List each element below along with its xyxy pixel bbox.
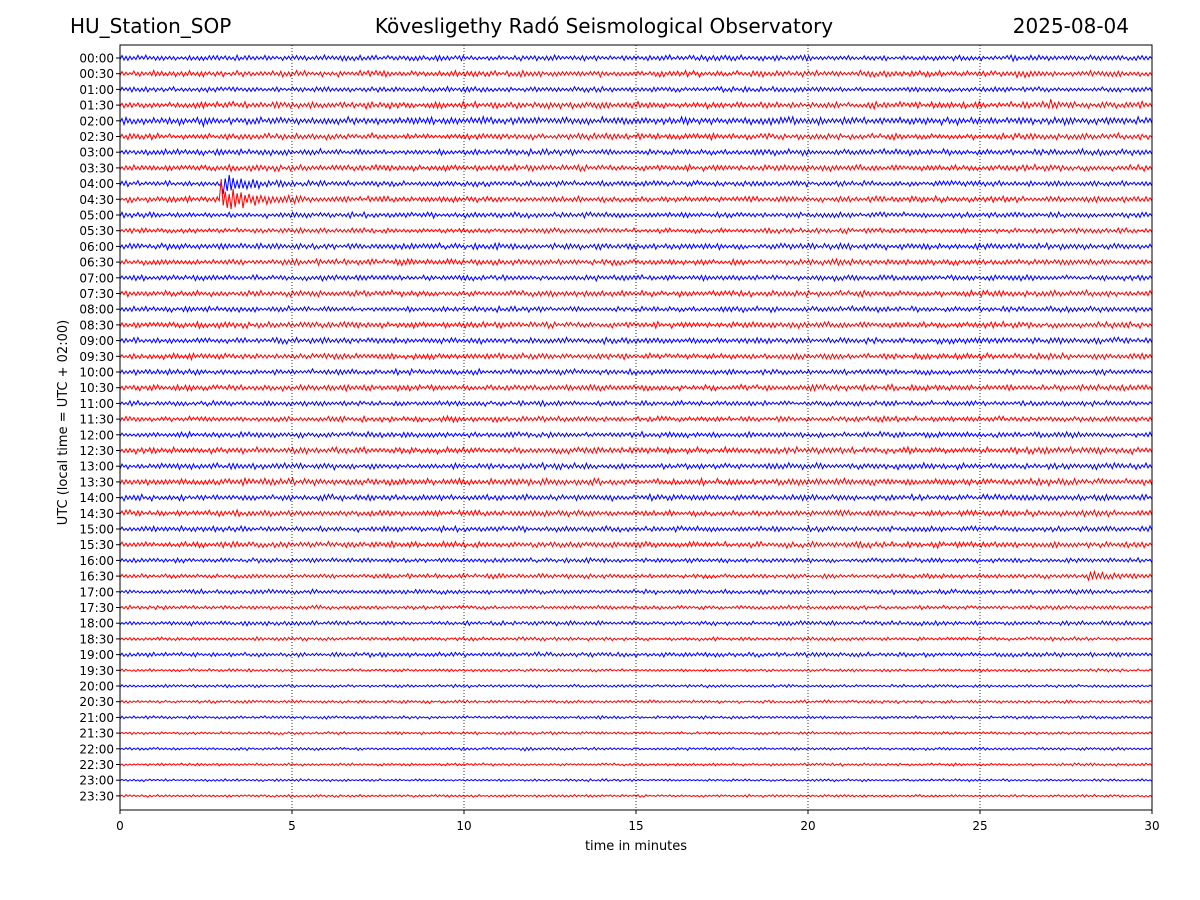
y-tick-label: 16:30 xyxy=(79,570,114,584)
y-tick-label: 20:00 xyxy=(79,680,114,694)
y-tick-label: 03:00 xyxy=(79,146,114,160)
trace-0730 xyxy=(119,288,1153,299)
y-tick-label: 05:00 xyxy=(79,209,114,223)
y-tick-label: 22:00 xyxy=(79,742,114,756)
trace-2000 xyxy=(119,683,1153,689)
y-tick-label: 15:30 xyxy=(79,538,114,552)
trace-0130 xyxy=(119,99,1153,111)
trace-1200 xyxy=(119,430,1153,439)
y-tick-label: 19:00 xyxy=(79,648,114,662)
trace-1000 xyxy=(119,367,1153,377)
trace-1630 xyxy=(119,569,1153,582)
y-tick-label: 12:00 xyxy=(79,428,114,442)
y-tick-label: 04:30 xyxy=(79,193,114,207)
y-tick-label: 23:30 xyxy=(79,789,114,803)
x-tick-label: 30 xyxy=(1144,819,1159,833)
y-tick-label: 03:30 xyxy=(79,161,114,175)
trace-0230 xyxy=(119,131,1153,142)
y-tick-label: 01:00 xyxy=(79,83,114,97)
y-tick-label: 15:00 xyxy=(79,523,114,537)
trace-2200 xyxy=(119,746,1153,752)
trace-0200 xyxy=(119,114,1153,129)
y-tick-label: 17:30 xyxy=(79,601,114,615)
y-tick-label: 12:30 xyxy=(79,444,114,458)
trace-1600 xyxy=(119,556,1153,565)
y-tick-label: 14:30 xyxy=(79,507,114,521)
y-tick-label: 21:30 xyxy=(79,727,114,741)
y-tick-label: 07:30 xyxy=(79,287,114,301)
x-axis-label: time in minutes xyxy=(585,839,687,854)
x-tick-label: 25 xyxy=(972,819,987,833)
y-tick-label: 09:30 xyxy=(79,350,114,364)
trace-0300 xyxy=(119,147,1153,157)
x-tick-label: 20 xyxy=(800,819,815,833)
y-tick-label: 11:00 xyxy=(79,397,114,411)
trace-0330 xyxy=(119,163,1153,173)
y-tick-label: 04:00 xyxy=(79,177,114,191)
y-tick-label: 09:00 xyxy=(79,334,114,348)
trace-0700 xyxy=(119,273,1153,283)
y-tick-label: 08:30 xyxy=(79,318,114,332)
y-tick-label: 18:30 xyxy=(79,632,114,646)
y-tick-label: 13:30 xyxy=(79,475,114,489)
y-tick-label: 19:30 xyxy=(79,664,114,678)
y-tick-label: 17:00 xyxy=(79,585,114,599)
y-tick-label: 07:00 xyxy=(79,271,114,285)
y-tick-label: 06:00 xyxy=(79,240,114,254)
y-tick-label: 11:30 xyxy=(79,413,114,427)
trace-2130 xyxy=(119,730,1153,736)
y-tick-label: 21:00 xyxy=(79,711,114,725)
y-tick-label: 10:00 xyxy=(79,366,114,380)
y-tick-label: 16:00 xyxy=(79,554,114,568)
trace-0530 xyxy=(119,226,1153,235)
y-tick-label: 00:00 xyxy=(79,52,114,66)
y-tick-label: 23:00 xyxy=(79,774,114,788)
y-tick-label: 20:30 xyxy=(79,695,114,709)
trace-0800 xyxy=(119,304,1153,314)
record-date: 2025-08-04 xyxy=(1012,14,1129,38)
trace-0500 xyxy=(119,210,1153,220)
y-tick-label: 10:30 xyxy=(79,381,114,395)
trace-1330 xyxy=(119,476,1153,488)
trace-1830 xyxy=(119,635,1153,642)
y-tick-label: 14:00 xyxy=(79,491,114,505)
trace-1130 xyxy=(119,414,1153,424)
trace-1530 xyxy=(119,539,1153,550)
observatory-title: Köveslig­ethy Radó Seismological Observa… xyxy=(374,14,834,38)
y-tick-label: 02:30 xyxy=(79,130,114,144)
y-tick-label: 05:30 xyxy=(79,224,114,238)
x-tick-label: 0 xyxy=(116,819,124,833)
grid-layer xyxy=(291,45,981,810)
y-axis-label: UTC (local time = UTC + 02:00) xyxy=(56,320,71,525)
x-tick-label: 5 xyxy=(288,819,296,833)
y-tick-label: 13:00 xyxy=(79,460,114,474)
trace-1730 xyxy=(119,604,1153,611)
x-axis: 0 5 10 15 20 25 30 xyxy=(116,810,1160,833)
x-tick-label: 10 xyxy=(456,819,471,833)
y-tick-label: 00:30 xyxy=(79,67,114,81)
y-tick-label: 22:30 xyxy=(79,758,114,772)
x-tick-label: 15 xyxy=(628,819,643,833)
y-tick-label: 06:30 xyxy=(79,256,114,270)
trace-0030 xyxy=(119,68,1153,80)
y-tick-label: 01:30 xyxy=(79,99,114,113)
y-tick-label: 18:00 xyxy=(79,617,114,631)
y-tick-label: 02:00 xyxy=(79,114,114,128)
station-name: HU_Station_SOP xyxy=(70,14,232,38)
y-tick-label: 08:00 xyxy=(79,303,114,317)
trace-1930 xyxy=(119,667,1153,673)
